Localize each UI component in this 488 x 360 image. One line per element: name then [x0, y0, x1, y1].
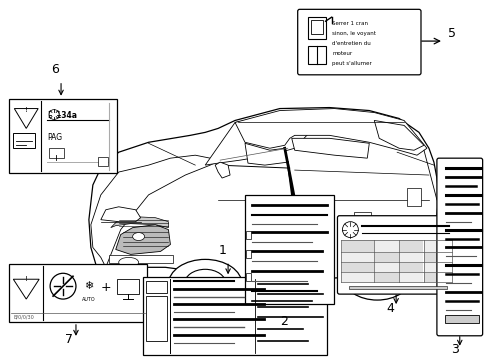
Text: peut s'allumer: peut s'allumer: [332, 61, 371, 66]
Bar: [145, 281, 167, 293]
Bar: [142, 277, 326, 355]
Polygon shape: [235, 109, 426, 155]
Polygon shape: [205, 113, 309, 165]
Polygon shape: [13, 279, 39, 299]
Text: !: !: [25, 276, 28, 282]
Circle shape: [342, 222, 358, 238]
Bar: [245, 251, 250, 258]
Bar: [341, 240, 373, 252]
Bar: [310, 20, 322, 34]
Bar: [424, 263, 450, 272]
FancyBboxPatch shape: [337, 216, 455, 294]
Text: 4: 4: [386, 302, 393, 315]
Bar: [374, 263, 398, 272]
Bar: [307, 46, 325, 64]
Bar: [108, 255, 173, 264]
Bar: [341, 273, 373, 282]
Bar: [424, 240, 450, 252]
Ellipse shape: [119, 257, 138, 267]
Text: sinon, le voyant: sinon, le voyant: [332, 31, 376, 36]
Bar: [354, 212, 370, 218]
Bar: [406, 188, 420, 206]
Text: Serrer 1 cran: Serrer 1 cran: [332, 21, 368, 26]
Bar: [13, 133, 35, 148]
Bar: [307, 17, 325, 39]
Bar: [424, 253, 450, 262]
Ellipse shape: [343, 255, 410, 300]
Text: PAG: PAG: [47, 133, 62, 142]
Polygon shape: [101, 207, 141, 222]
Polygon shape: [291, 138, 368, 158]
Polygon shape: [14, 109, 38, 129]
Text: +: +: [100, 281, 111, 294]
Text: B/0/0/30: B/0/0/30: [13, 315, 34, 320]
Polygon shape: [244, 143, 287, 165]
Ellipse shape: [369, 272, 384, 282]
Text: AUTO: AUTO: [82, 297, 96, 302]
Text: R-134a: R-134a: [47, 111, 77, 120]
FancyBboxPatch shape: [436, 158, 482, 336]
Bar: [424, 273, 450, 282]
Polygon shape: [373, 121, 423, 150]
Bar: [9, 264, 146, 322]
Bar: [341, 263, 373, 272]
Bar: [245, 231, 250, 239]
Ellipse shape: [184, 269, 225, 299]
Polygon shape: [116, 225, 170, 255]
Bar: [244, 195, 334, 304]
Text: 5: 5: [447, 27, 455, 40]
Bar: [399, 273, 423, 282]
Bar: [9, 99, 117, 173]
Bar: [374, 253, 398, 262]
Polygon shape: [91, 155, 220, 267]
Text: 7: 7: [65, 333, 73, 346]
FancyBboxPatch shape: [297, 9, 420, 75]
Bar: [444, 315, 478, 323]
Bar: [249, 213, 267, 220]
Ellipse shape: [49, 109, 59, 120]
Polygon shape: [215, 162, 230, 178]
Circle shape: [50, 273, 76, 299]
Bar: [341, 253, 373, 262]
Bar: [117, 279, 138, 294]
Text: d'entretien du: d'entretien du: [332, 41, 370, 46]
Ellipse shape: [197, 279, 213, 290]
Polygon shape: [89, 108, 438, 282]
Text: moteur: moteur: [332, 51, 352, 56]
Bar: [98, 157, 107, 166]
Bar: [374, 240, 398, 252]
Ellipse shape: [357, 264, 396, 291]
Bar: [399, 263, 423, 272]
Text: 1: 1: [219, 244, 226, 257]
Text: 2: 2: [279, 315, 287, 328]
Bar: [349, 286, 446, 289]
Bar: [245, 273, 250, 281]
Polygon shape: [111, 217, 168, 228]
Text: ❄: ❄: [84, 281, 93, 291]
Text: 3: 3: [450, 343, 458, 356]
Bar: [145, 296, 167, 341]
Ellipse shape: [168, 260, 242, 309]
Bar: [399, 240, 423, 252]
Bar: [399, 253, 423, 262]
Bar: [374, 273, 398, 282]
Text: 6: 6: [51, 63, 59, 76]
Text: !: !: [25, 107, 28, 113]
Bar: [49, 148, 64, 158]
Ellipse shape: [132, 233, 144, 240]
